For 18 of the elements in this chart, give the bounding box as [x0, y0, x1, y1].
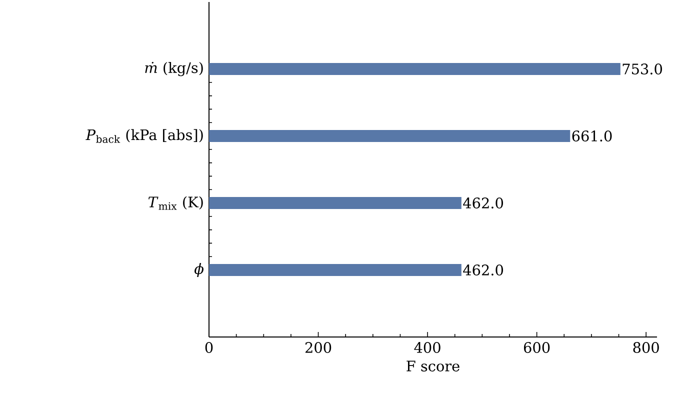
- y-tick-label: ϕ: [194, 263, 204, 277]
- y-tick-label: ṁ (kg/s): [145, 62, 203, 76]
- data-label: 753.0: [622, 64, 662, 74]
- bar: [209, 62, 620, 76]
- data-label: 661.0: [572, 130, 612, 142]
- x-tick-label: 800: [633, 342, 659, 353]
- bar: [209, 264, 462, 276]
- x-tick-label: 200: [305, 342, 332, 353]
- bar: [209, 196, 462, 210]
- x-tick-label: 0: [205, 342, 213, 353]
- y-tick-label: P$_{back}$ (kPa [abs]): [86, 129, 203, 143]
- data-label: 462.0: [463, 264, 504, 276]
- x-axis-title: F score: [406, 360, 460, 372]
- bar: [209, 130, 570, 142]
- x-tick-label: 600: [524, 342, 550, 353]
- data-label: 462.0: [463, 198, 504, 208]
- y-tick-label: T$_{mix}$ (K): [148, 196, 203, 210]
- x-tick-label: 400: [414, 342, 440, 353]
